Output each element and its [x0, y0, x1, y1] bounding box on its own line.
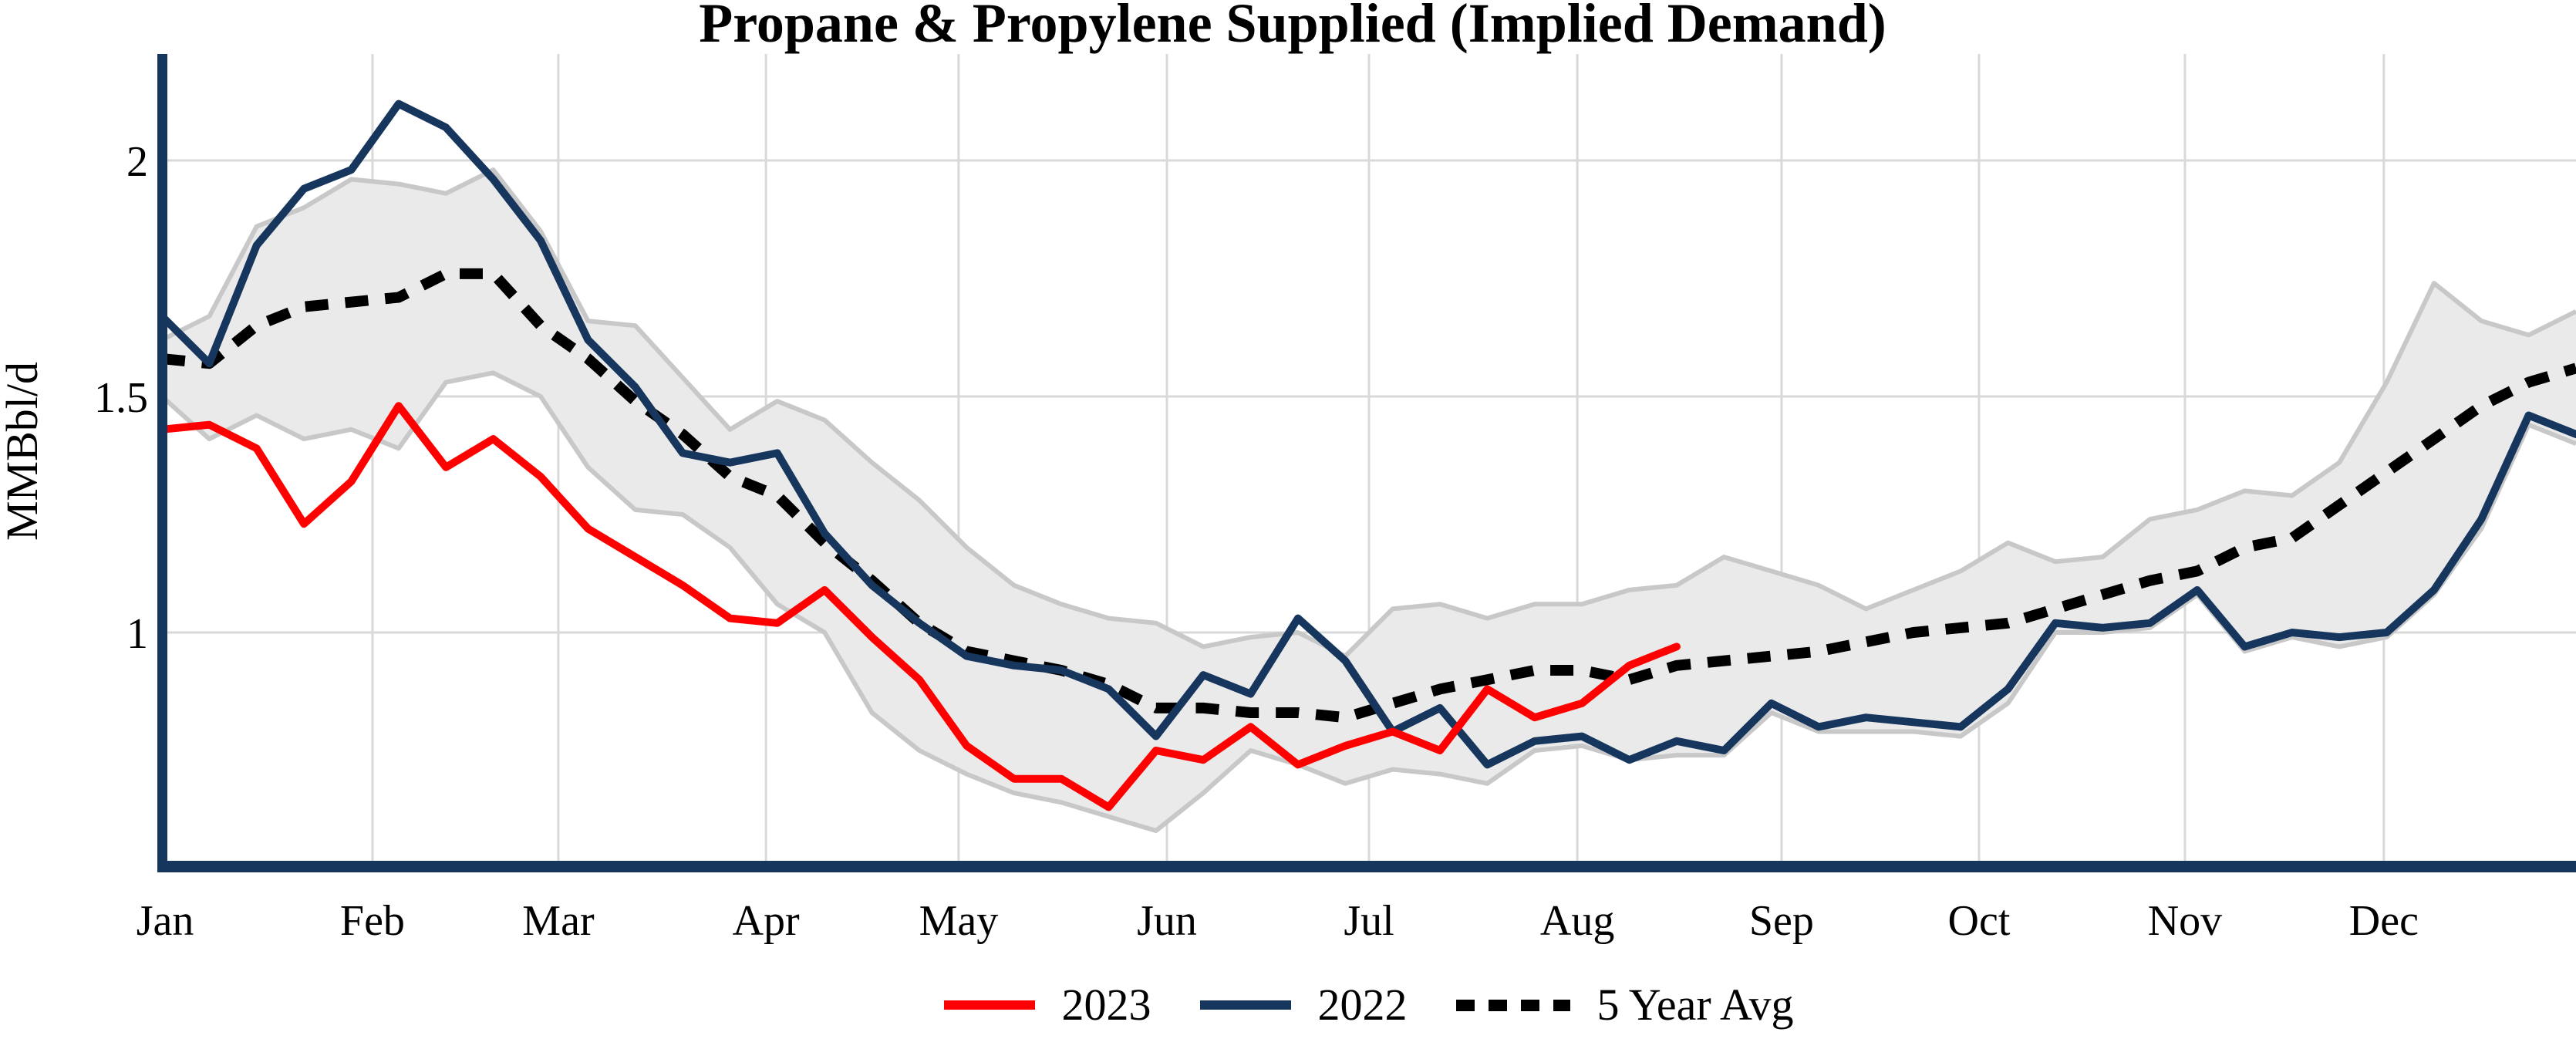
line-2023	[158, 402, 1681, 811]
x-tick-label: Oct	[1948, 897, 2011, 945]
x-tick-label: Mar	[522, 897, 595, 945]
y-tick-label: 1	[126, 610, 148, 658]
x-axis-line	[157, 861, 2576, 872]
legend: 2023 2022 5 Year Avg	[162, 970, 2576, 1040]
y-tick-labels: 21.51	[94, 138, 148, 658]
y-axis-line	[157, 54, 167, 872]
x-tick-labels: Jan Feb Mar Apr May Jun Jul Aug Sep Oct Nov Dec	[137, 897, 2419, 945]
x-tick-label: Jul	[1344, 897, 1394, 945]
five-year-range-band	[162, 170, 2576, 831]
legend-item-5yr-avg: 5 Year Avg	[1456, 980, 1794, 1030]
legend-label-2023: 2023	[1061, 980, 1151, 1030]
legend-item-2023: 2023	[944, 983, 1151, 1027]
x-tick-label: Dec	[2349, 897, 2419, 945]
y-tick-label: 1.5	[94, 374, 148, 422]
x-tick-label: Jun	[1137, 897, 1197, 945]
x-tick-label: Sep	[1749, 897, 1814, 945]
x-tick-label: May	[919, 897, 999, 945]
legend-swatch-5yr-avg-dotted	[1456, 999, 1571, 1011]
chart-title: Propane & Propylene Supplied (Implied De…	[699, 0, 1886, 54]
band-upper-edge	[160, 167, 2576, 659]
legend-label-5yr-avg: 5 Year Avg	[1597, 980, 1794, 1030]
legend-swatch-2023	[944, 1000, 1036, 1010]
x-tick-label: Nov	[2148, 897, 2222, 945]
y-axis-title: MMBbl/d	[0, 362, 47, 541]
x-tick-label: Apr	[733, 897, 800, 945]
x-tick-label: Jan	[137, 897, 194, 945]
line-2022	[158, 100, 2576, 769]
y-tick-label: 2	[126, 138, 148, 186]
x-tick-label: Aug	[1540, 897, 1614, 945]
x-tick-label: Feb	[340, 897, 405, 945]
five-year-avg-line	[161, 268, 2576, 724]
legend-label-2022: 2022	[1317, 980, 1408, 1030]
legend-item-2022: 2022	[1200, 983, 1407, 1027]
band-lower-edge	[160, 370, 2576, 833]
legend-swatch-2022	[1200, 1000, 1292, 1010]
